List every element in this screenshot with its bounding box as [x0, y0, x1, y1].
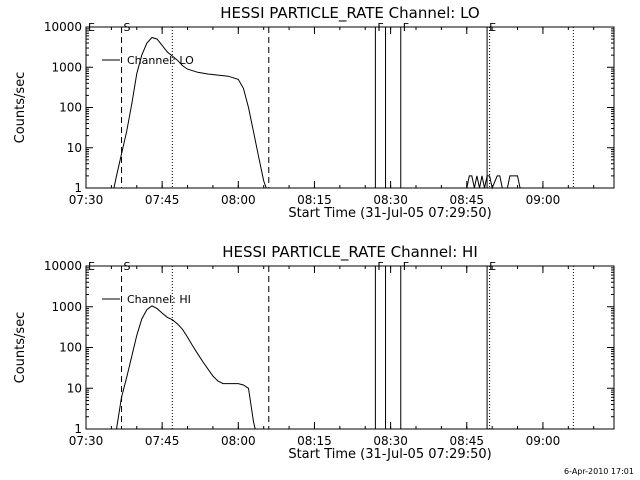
series-line — [116, 305, 256, 430]
event-marker-label: F — [403, 21, 409, 34]
event-marker-label: E — [88, 260, 95, 273]
x-axis-label: Start Time (31-Jul-05 07:29:50) — [288, 447, 491, 462]
series-line — [113, 36, 267, 189]
x-tick-label: 08:30 — [373, 193, 408, 207]
event-marker-label: F — [377, 260, 383, 273]
plot-frame — [85, 265, 615, 430]
y-tick-label: 1 — [74, 181, 82, 195]
chart-title: HESSI PARTICLE_RATE Channel: HI — [222, 243, 478, 262]
y-tick-label: 10000 — [44, 20, 82, 34]
panel-hi: HESSI PARTICLE_RATE Channel: HI 07:30 07:4… — [13, 243, 615, 462]
y-tick-label: 100 — [59, 101, 82, 115]
event-marker-label: E — [88, 21, 95, 34]
event-marker-label: F — [403, 260, 409, 273]
event-marker-label: S — [124, 21, 131, 34]
panel-lo: HESSI PARTICLE_RATE Channel: LO 07:30 07:4… — [13, 4, 615, 221]
event-marker-label: E — [489, 21, 496, 34]
x-tick-label: 07:45 — [145, 193, 180, 207]
event-marker-label: F — [377, 21, 383, 34]
x-tick-label: 08:15 — [297, 193, 332, 207]
y-tick-label: 1 — [74, 422, 82, 436]
y-axis-label: Counts/sec — [13, 72, 28, 144]
event-marker-label: S — [124, 260, 131, 273]
legend-label: Channel: HI — [127, 293, 191, 306]
x-tick-label: 09:00 — [526, 434, 561, 448]
legend-label: Channel: LO — [127, 54, 194, 67]
plot-frame — [85, 26, 615, 189]
y-tick-label: 10 — [67, 381, 82, 395]
y-tick-label: 10 — [67, 141, 82, 155]
y-tick-label: 1000 — [51, 300, 82, 314]
x-tick-label: 09:00 — [526, 193, 561, 207]
footer-timestamp: 6-Apr-2010 17:01 — [564, 467, 634, 476]
x-tick-label: 07:30 — [69, 193, 104, 207]
x-tick-label: 08:00 — [221, 434, 256, 448]
y-tick-label: 1000 — [51, 60, 82, 74]
x-tick-label: 07:30 — [69, 434, 104, 448]
x-tick-label: 08:45 — [449, 434, 484, 448]
series-line — [466, 175, 528, 190]
x-tick-label: 08:15 — [297, 434, 332, 448]
x-tick-label: 08:00 — [221, 193, 256, 207]
y-tick-label: 10000 — [44, 259, 82, 273]
y-axis-label: Counts/sec — [13, 312, 28, 384]
x-tick-label: 08:30 — [373, 434, 408, 448]
event-marker-label: E — [489, 260, 496, 273]
x-tick-label: 07:45 — [145, 434, 180, 448]
x-tick-label: 08:45 — [449, 193, 484, 207]
x-axis-label: Start Time (31-Jul-05 07:29:50) — [288, 206, 491, 221]
chart-title: HESSI PARTICLE_RATE Channel: LO — [220, 4, 479, 23]
y-tick-label: 100 — [59, 341, 82, 355]
